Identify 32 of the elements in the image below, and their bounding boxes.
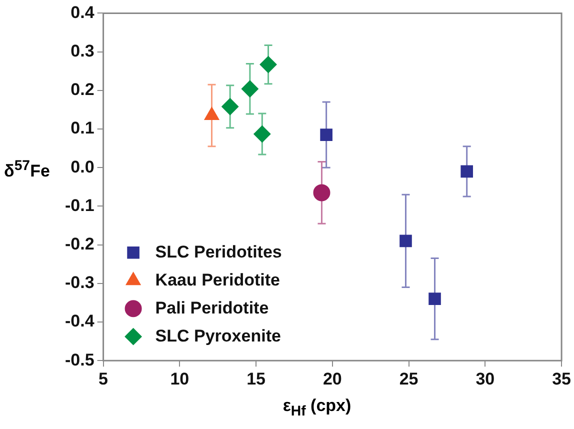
- legend-label: SLC Peridotites: [155, 242, 282, 262]
- x-tick-label: 5: [98, 369, 108, 388]
- y-tick-label: 0.2: [70, 80, 94, 100]
- x-tick-label: 35: [552, 369, 572, 388]
- y-tick-label: 0.1: [70, 118, 94, 138]
- point: [260, 56, 277, 74]
- x-tick-label: 10: [170, 369, 190, 388]
- x-tick-label: 25: [399, 369, 418, 388]
- y-tick-label: 0.0: [70, 157, 94, 176]
- y-tick-label: 0.4: [70, 2, 95, 22]
- x-tick-label: 15: [246, 369, 266, 388]
- legend-label: SLC Pyroxenite: [155, 326, 281, 346]
- point: [222, 98, 239, 116]
- y-tick-label: -0.3: [64, 273, 94, 292]
- y-axis-title: δ$^{57}$Fe: [4, 158, 50, 182]
- point: [313, 184, 330, 202]
- y-tick-label: -0.4: [64, 312, 95, 331]
- point: [320, 128, 332, 141]
- y-tick-label: -0.1: [64, 196, 94, 215]
- y-tick-label: -0.5: [64, 350, 94, 370]
- point: [254, 126, 271, 143]
- legend-label: Kaau Peridotite: [155, 270, 280, 290]
- x-tick-label: 20: [322, 369, 342, 388]
- x-axis-title: ε$_{Hf}$ (cpx): [282, 396, 352, 420]
- point: [400, 234, 412, 248]
- point: [428, 292, 441, 305]
- y-tick-label: 0.3: [70, 41, 94, 60]
- point: [241, 80, 258, 98]
- y-tick-label: -0.2: [64, 234, 94, 254]
- point: [460, 165, 473, 178]
- x-tick-label: 30: [476, 369, 495, 388]
- legend-label: Pali Peridotite: [155, 298, 269, 318]
